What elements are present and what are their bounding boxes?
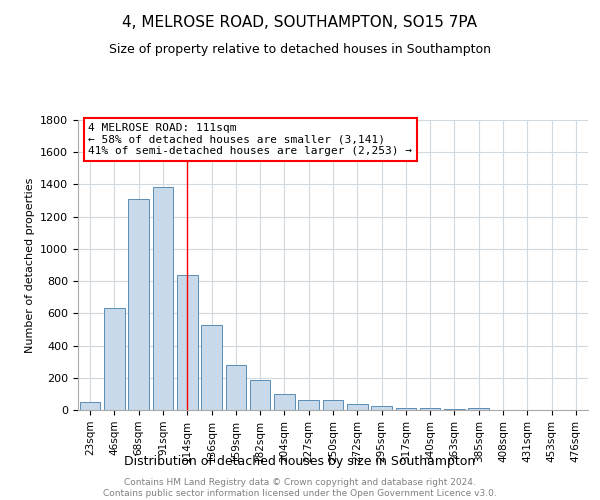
Text: Contains HM Land Registry data © Crown copyright and database right 2024.
Contai: Contains HM Land Registry data © Crown c… [103,478,497,498]
Text: 4, MELROSE ROAD, SOUTHAMPTON, SO15 7PA: 4, MELROSE ROAD, SOUTHAMPTON, SO15 7PA [122,15,478,30]
Bar [177,274,197,410]
Text: Distribution of detached houses by size in Southampton: Distribution of detached houses by size … [124,455,476,468]
Bar [226,365,246,410]
Bar [420,408,440,410]
Bar [128,200,149,410]
Text: Size of property relative to detached houses in Southampton: Size of property relative to detached ho… [109,42,491,56]
Bar [250,380,271,410]
Bar [347,404,368,410]
Bar [80,402,100,410]
Bar [152,187,173,410]
Bar [323,400,343,410]
Y-axis label: Number of detached properties: Number of detached properties [25,178,35,352]
Bar [201,324,222,410]
Bar [104,308,125,410]
Bar [371,406,392,410]
Text: 4 MELROSE ROAD: 111sqm
← 58% of detached houses are smaller (3,141)
41% of semi-: 4 MELROSE ROAD: 111sqm ← 58% of detached… [88,123,412,156]
Bar [298,400,319,410]
Bar [469,408,489,410]
Bar [444,409,465,410]
Bar [274,394,295,410]
Bar [395,408,416,410]
